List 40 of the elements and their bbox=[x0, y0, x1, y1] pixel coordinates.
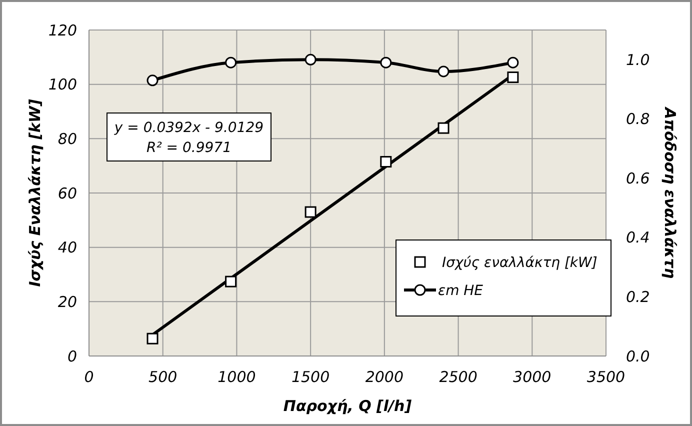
x-tick-label: 2000 bbox=[365, 368, 404, 386]
y2-tick-label: 1.0 bbox=[626, 50, 650, 69]
x-tick-label: 0 bbox=[84, 368, 94, 386]
x-tick-label: 1000 bbox=[218, 368, 256, 386]
y-tick-label: 120 bbox=[48, 21, 77, 40]
y2-tick-label: 0.8 bbox=[626, 110, 650, 128]
point bbox=[507, 56, 519, 68]
y2-axis-title: Απόδοση εναλλάκτη bbox=[661, 106, 679, 279]
legend-label: Ισχύς εναλλάκτη [kW] bbox=[442, 254, 598, 271]
point bbox=[304, 54, 316, 66]
x-tick-label: 3500 bbox=[586, 368, 626, 386]
x-tick-label: 3000 bbox=[513, 368, 552, 386]
y-tick-label: 20 bbox=[58, 292, 77, 311]
x-tick-label: 500 bbox=[148, 368, 178, 386]
point bbox=[146, 332, 158, 344]
point bbox=[438, 66, 450, 78]
annotation: y = 0.0392x - 9.0129 bbox=[113, 120, 264, 136]
point bbox=[507, 72, 519, 84]
point bbox=[225, 56, 237, 68]
x-tick-label: 1500 bbox=[291, 368, 330, 386]
point bbox=[146, 74, 158, 86]
point bbox=[225, 276, 237, 288]
y-tick-label: 100 bbox=[48, 76, 77, 94]
y2-tick-label: 0.6 bbox=[626, 169, 650, 188]
point bbox=[380, 56, 392, 68]
annotation: R² = 0.9971 bbox=[146, 140, 232, 156]
y2-tick-label: 0.0 bbox=[626, 347, 650, 366]
y-tick-label: 60 bbox=[58, 184, 77, 202]
y-tick-label: 80 bbox=[58, 130, 77, 148]
point bbox=[304, 206, 316, 218]
y-tick-label: 0 bbox=[67, 347, 77, 366]
point bbox=[380, 156, 392, 168]
point bbox=[438, 122, 450, 134]
x-axis-title: Παροχή, Q [l/h] bbox=[283, 397, 412, 415]
y-axis-title: Ισχύς Εναλλάκτη [kW] bbox=[26, 99, 44, 287]
legend-label: εm HE bbox=[438, 282, 484, 299]
x-tick-label: 2500 bbox=[439, 368, 478, 386]
y-tick-label: 40 bbox=[58, 238, 77, 257]
y2-tick-label: 0.2 bbox=[626, 288, 650, 306]
y2-tick-label: 0.4 bbox=[626, 228, 650, 247]
